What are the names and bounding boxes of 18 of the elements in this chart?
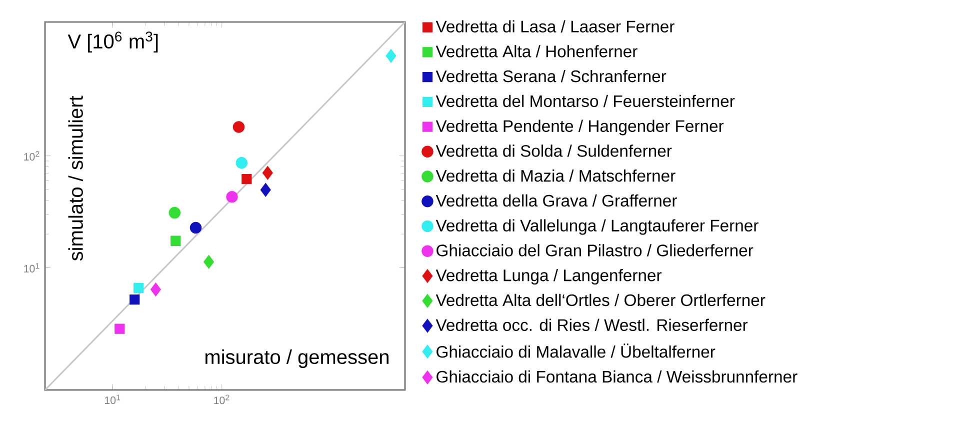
legend-label: Vedretta Alta / Hohenferner	[436, 45, 638, 58]
legend-label: Vedretta Pendente / Hangender Ferner	[436, 120, 724, 136]
x-axis-title: misurato / gemessen	[206, 349, 388, 368]
legend-label: Vedretta occ. di Ries / Westl. Rieserferner	[436, 318, 748, 331]
y-axis-title: simulato / simuliert	[68, 96, 83, 261]
text: V [10$^{6}$ m$^{3}$]	[68, 32, 158, 52]
legend-label: Vedretta del Montarso / Feuersteinferner	[436, 94, 735, 108]
legend-label: Vedretta di Vallelunga / Langtauferer Ferner	[436, 219, 758, 235]
legend-label: Vedretta Alta dell‘Ortles / Oberer Ortlerferner	[436, 294, 766, 306]
legend-label: Ghiacciaio di Malavalle / Übeltalferner	[436, 344, 716, 358]
legend-label: Ghiacciaio del Gran Pilastro / Gliederferner	[436, 244, 754, 256]
legend-label: Vedretta Lunga / Langenferner	[436, 268, 662, 285]
legend-label: Vedretta della Grava / Grafferner	[436, 194, 677, 207]
legend-label: Vedretta Serana / Schranferner	[436, 70, 666, 82]
legend-label: Vedretta di Lasa / Laaser Ferner	[436, 20, 674, 32]
legend-label: Ghiacciaio di Fontana Bianca / Weissbrunnferner	[436, 370, 798, 383]
legend-label: Vedretta di Mazia / Matschferner	[436, 169, 676, 182]
legend-label: Vedretta di Solda / Suldenferner	[436, 144, 672, 157]
